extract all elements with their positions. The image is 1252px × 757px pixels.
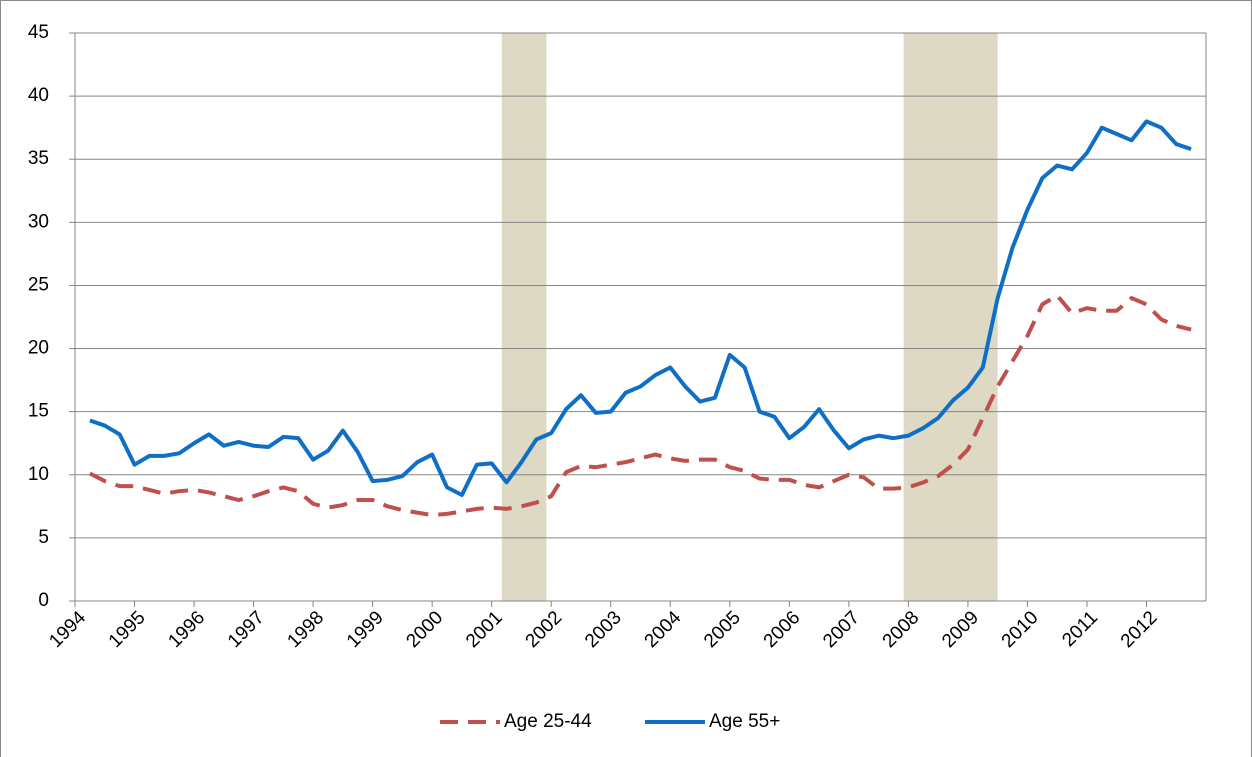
y-tick-label: 15 [28,401,49,422]
x-tick-label: 2001 [462,607,507,652]
legend-label: Age 25-44 [504,711,592,732]
x-tick-label: 2009 [938,607,983,652]
x-tick-label: 2012 [1117,607,1162,652]
y-tick-label: 20 [28,338,49,359]
x-tick-label: 1997 [224,607,269,652]
x-tick-label: 2000 [402,607,447,652]
y-tick-label: 40 [28,85,49,106]
y-tick-label: 25 [28,274,49,295]
legend-label: Age 55+ [709,711,780,732]
series-line [88,293,1192,518]
x-tick-label: 2011 [1058,607,1102,651]
x-tick-label: 2008 [879,607,924,652]
x-tick-label: 2003 [581,607,626,652]
x-tick-label: 2002 [522,607,567,652]
y-tick-label: 10 [28,464,49,485]
x-tick-label: 1999 [343,607,388,652]
y-tick-label: 30 [28,211,49,232]
x-tick-label: 1998 [283,607,328,652]
recession-band [903,33,998,601]
y-tick-label: 35 [28,148,49,169]
x-tick-label: 1994 [45,607,90,652]
x-tick-label: 2004 [641,607,686,652]
x-tick-label: 2007 [819,607,864,652]
recession-band [501,33,547,601]
x-tick-label: 1996 [164,607,209,652]
x-tick-label: 2005 [700,607,745,652]
y-tick-label: 5 [38,527,49,548]
y-tick-label: 45 [28,22,49,43]
x-tick-label: 1995 [105,607,150,652]
x-tick-label: 2006 [760,607,805,652]
x-tick-label: 2010 [998,607,1043,652]
series-line [89,119,1192,497]
y-tick-label: 0 [38,590,49,611]
